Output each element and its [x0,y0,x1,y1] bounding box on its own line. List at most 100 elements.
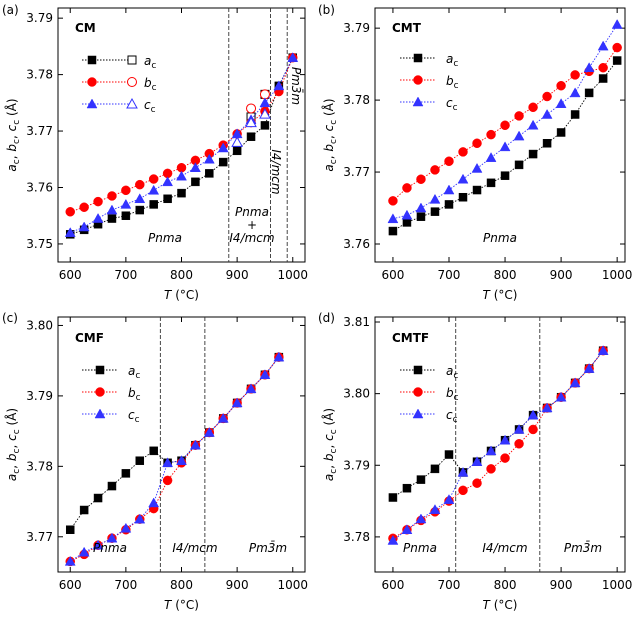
x-tick-label: 1000 [602,268,633,282]
phase-label: Pm3̄m [289,67,303,105]
marker-triangle [134,193,146,204]
marker-triangle [273,351,285,362]
marker-square [598,74,608,83]
phase-label: I4/mcm [482,541,527,555]
x-tick-label: 700 [114,578,137,592]
marker-triangle [162,457,174,468]
legend-label: cc​ [128,408,140,425]
marker-triangle [64,555,76,566]
marker-square [65,525,75,534]
marker-square [514,160,524,170]
y-tick-label: 3.80 [26,318,53,332]
x-tick-label: 800 [494,578,517,592]
marker-square [260,121,270,130]
marker-triangle [412,408,424,419]
y-tick-label: 3.78 [26,459,53,473]
marker-square [612,56,622,65]
marker-triangle [176,455,187,465]
marker-circle [556,80,566,91]
marker-triangle [245,383,257,394]
x-tick-label: 700 [114,268,137,282]
x-tick-label: 600 [381,578,404,592]
marker-triangle [415,513,427,524]
marker-square [413,53,423,63]
phase-label: I4/mcm [229,231,274,245]
series-line [69,356,280,530]
marker-circle [458,147,468,157]
phase-label: Pnma [93,541,127,555]
marker-circle [148,174,159,184]
marker-circle [135,179,145,190]
marker-circle [87,77,97,87]
marker-triangle [148,184,160,195]
x-tick-label: 700 [438,578,461,592]
marker-triangle [457,466,469,477]
phase-label: Pm3̄m [249,541,287,555]
marker-square [79,505,89,515]
marker-circle [162,475,173,486]
marker-circle [598,62,608,73]
marker-triangle [527,119,539,130]
marker-triangle [541,402,553,413]
marker-square [205,169,214,178]
marker-triangle [583,62,595,72]
marker-square [121,469,131,478]
marker-triangle [429,193,441,204]
marker-square [556,128,566,137]
marker-square [107,481,117,491]
marker-triangle [203,427,215,437]
x-tick-label: 900 [226,578,249,592]
marker-circle [430,165,440,175]
y-tick-label: 3.78 [343,93,370,107]
phase-label: Pnma [403,541,437,555]
marker-circle [528,424,538,435]
plot-frame [374,7,626,263]
x-tick-label: 800 [494,268,517,282]
legend-label: ac​ [144,54,156,71]
legend-label: cc​ [446,408,458,425]
marker-circle [472,138,482,149]
marker-triangle [513,130,525,141]
marker-square [570,110,580,119]
marker-triangle [273,80,285,91]
marker-square [413,365,423,375]
legend-label: ac​ [446,52,458,69]
y-tick-label: 3.78 [343,530,370,544]
marker-triangle [597,345,609,355]
y-axis-label: ac​, bc​, cc​ (Å) [4,408,22,481]
marker-triangle [443,184,455,195]
panel-label: (a) [2,3,19,17]
marker-circle [413,75,423,85]
legend-label: bc​ [144,76,157,93]
marker-square [93,493,103,503]
marker-triangle [597,40,609,51]
marker-circle [65,207,75,217]
phase-label: Pnma [483,231,517,245]
marker-square [402,218,412,227]
legend-label: bc​ [128,386,141,403]
legend-label: cc​ [144,98,156,115]
y-axis-label: ac​, bc​, cc​ (Å) [321,408,339,481]
series-line [70,57,294,234]
marker-circle [570,70,580,80]
marker-square [430,207,440,216]
marker-circle [542,91,552,102]
marker-triangle [499,434,511,445]
x-tick-label: 1000 [602,578,633,592]
marker-square [444,450,454,459]
marker-circle [486,129,496,140]
marker-triangle [541,108,553,119]
marker-triangle [126,97,138,109]
x-tick-label: 900 [550,578,573,592]
x-tick-label: 1000 [277,268,308,282]
marker-square [107,214,117,223]
marker-triangle [443,494,455,504]
sample-label: CM [75,21,96,35]
marker-square [177,188,186,198]
legend-label: bc​ [446,386,459,403]
marker-circle [79,202,89,212]
x-tick-label: 800 [170,578,193,592]
marker-triangle [387,213,399,224]
marker-triangle [611,19,623,29]
marker-triangle [231,136,243,147]
